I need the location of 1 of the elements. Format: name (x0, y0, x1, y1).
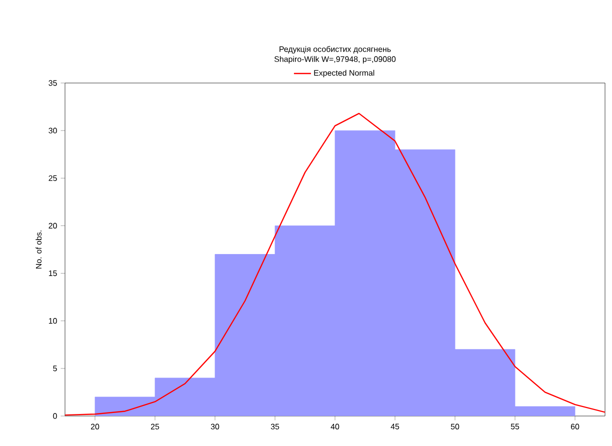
line-series (65, 112, 606, 416)
